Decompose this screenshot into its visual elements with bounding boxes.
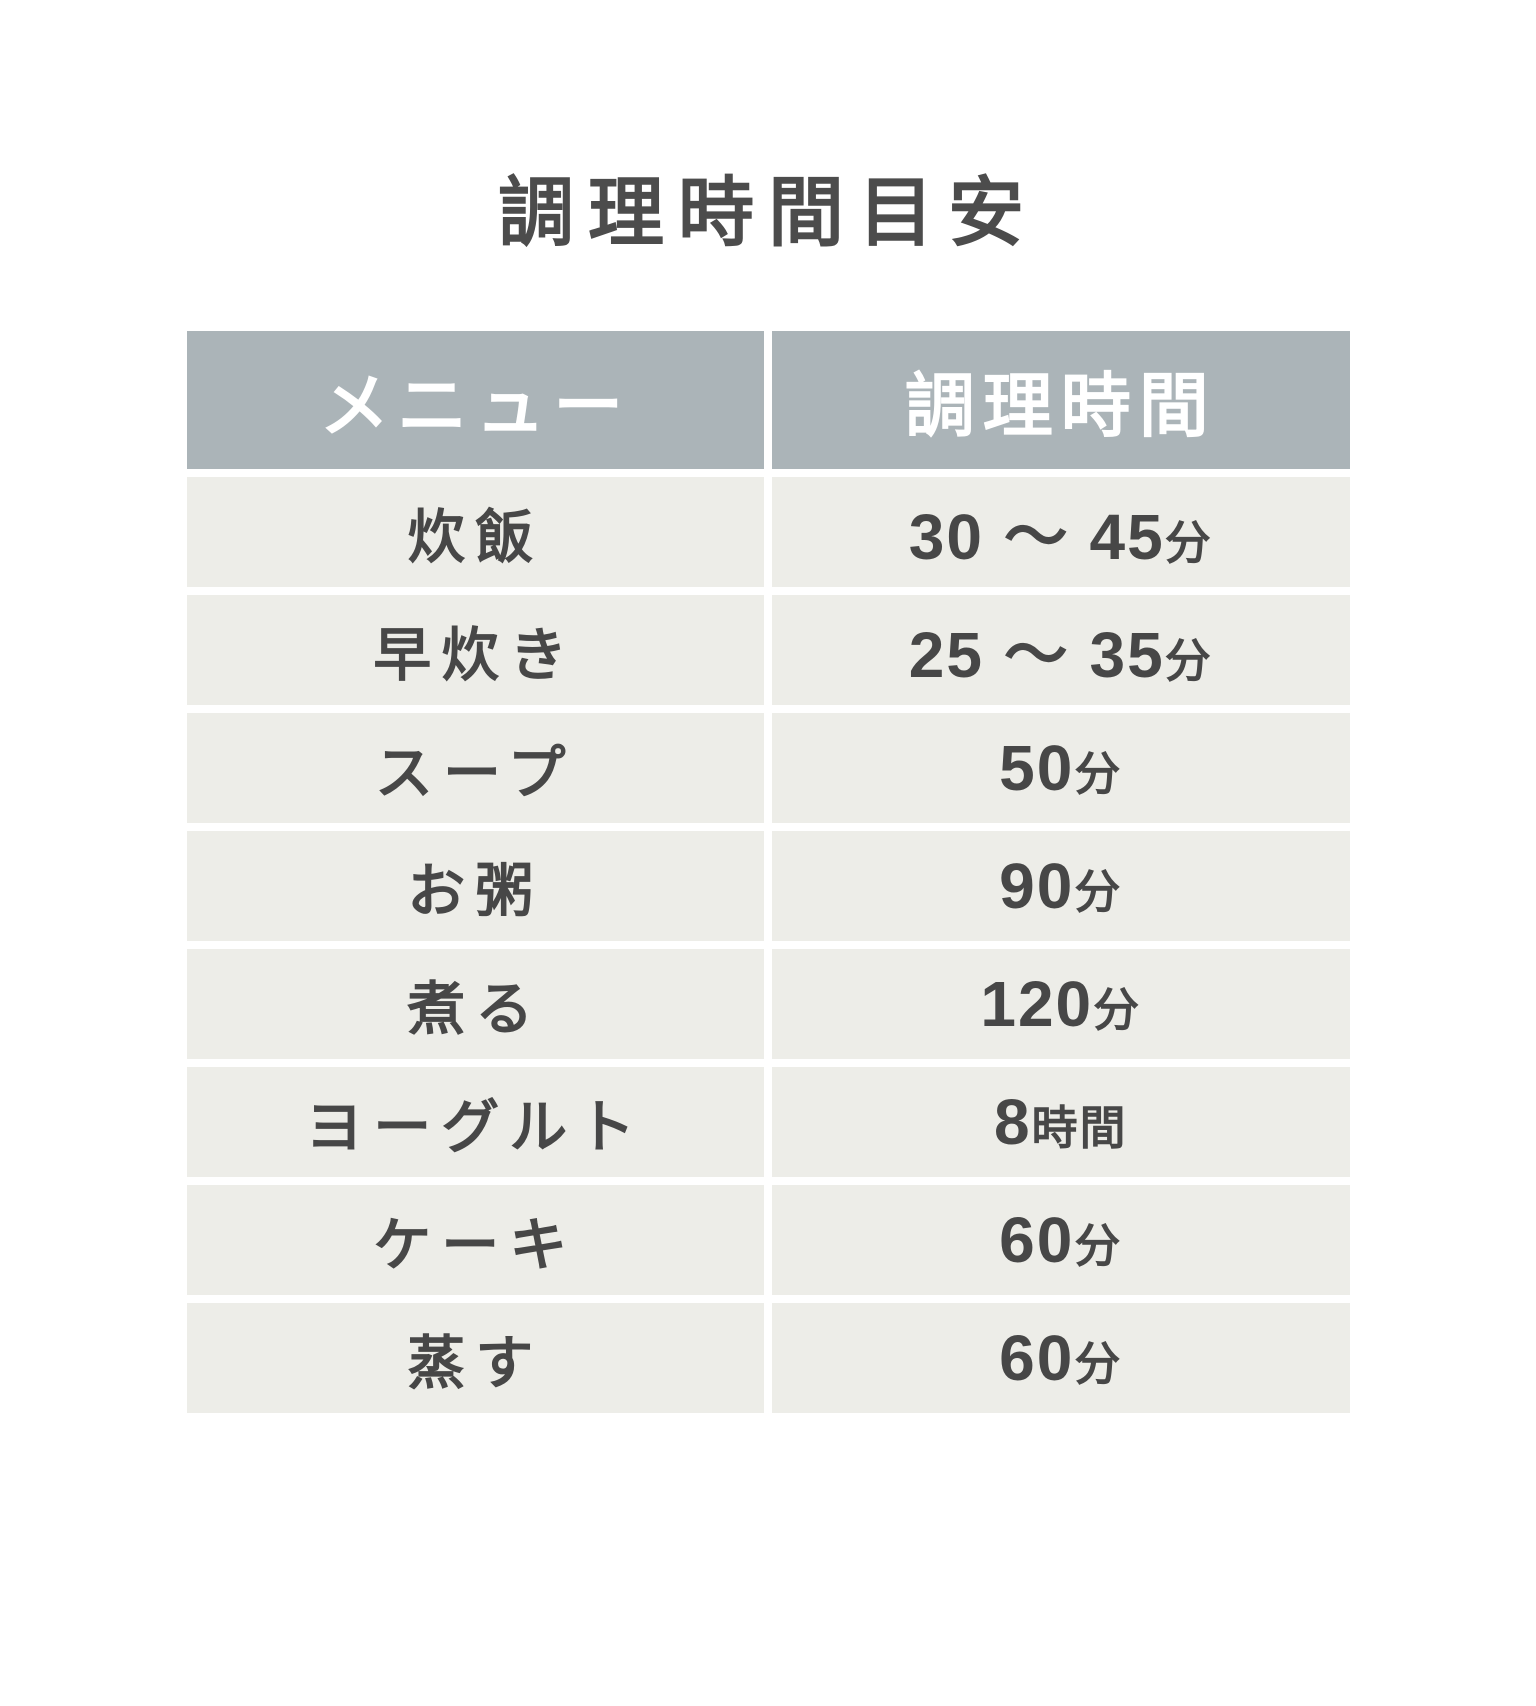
table-row: 蒸す 60分 bbox=[186, 1303, 1350, 1414]
time-value: 50 bbox=[999, 732, 1075, 805]
time-unit: 分 bbox=[1074, 748, 1123, 801]
table-row: ヨーグルト 8時間 bbox=[186, 1067, 1350, 1178]
time-value: 8 bbox=[993, 1086, 1032, 1159]
time-unit: 分 bbox=[1074, 866, 1123, 919]
table-row: お粥 90分 bbox=[186, 831, 1350, 942]
time-value: 90 bbox=[999, 850, 1075, 923]
column-header-time: 調理時間 bbox=[772, 331, 1350, 470]
menu-cell: ケーキ bbox=[186, 1185, 764, 1296]
table-row: 早炊き 25 〜 35分 bbox=[186, 595, 1350, 706]
time-cell: 25 〜 35分 bbox=[772, 595, 1350, 706]
menu-cell: 蒸す bbox=[186, 1303, 764, 1414]
time-cell: 50分 bbox=[772, 713, 1350, 824]
table-row: 煮る 120分 bbox=[186, 949, 1350, 1060]
time-cell: 8時間 bbox=[772, 1067, 1350, 1178]
time-value: 30 〜 45 bbox=[908, 501, 1165, 574]
table-header-row: メニュー 調理時間 bbox=[186, 331, 1350, 470]
time-unit: 分 bbox=[1074, 1338, 1123, 1391]
table-row: スープ 50分 bbox=[186, 713, 1350, 824]
time-cell: 60分 bbox=[772, 1185, 1350, 1296]
page-title: 調理時間目安 bbox=[498, 171, 1038, 256]
time-cell: 90分 bbox=[772, 831, 1350, 942]
time-cell: 60分 bbox=[772, 1303, 1350, 1414]
time-unit: 分 bbox=[1074, 1220, 1123, 1273]
menu-cell: スープ bbox=[186, 713, 764, 824]
table-row: ケーキ 60分 bbox=[186, 1185, 1350, 1296]
time-unit: 分 bbox=[1164, 635, 1213, 688]
cooking-time-table: メニュー 調理時間 炊飯 30 〜 45分 早炊き 25 〜 35分 スープ 5… bbox=[179, 323, 1358, 1421]
time-unit: 時間 bbox=[1031, 1102, 1128, 1155]
menu-cell: 炊飯 bbox=[186, 477, 764, 588]
time-value: 120 bbox=[980, 968, 1094, 1041]
time-unit: 分 bbox=[1164, 517, 1213, 570]
time-value: 25 〜 35 bbox=[908, 619, 1165, 692]
menu-cell: お粥 bbox=[186, 831, 764, 942]
column-header-menu: メニュー bbox=[186, 331, 764, 470]
time-cell: 120分 bbox=[772, 949, 1350, 1060]
time-cell: 30 〜 45分 bbox=[772, 477, 1350, 588]
table-row: 炊飯 30 〜 45分 bbox=[186, 477, 1350, 588]
time-value: 60 bbox=[999, 1322, 1075, 1395]
time-unit: 分 bbox=[1093, 984, 1142, 1037]
menu-cell: 煮る bbox=[186, 949, 764, 1060]
time-value: 60 bbox=[999, 1204, 1075, 1277]
menu-cell: 早炊き bbox=[186, 595, 764, 706]
menu-cell: ヨーグルト bbox=[186, 1067, 764, 1178]
